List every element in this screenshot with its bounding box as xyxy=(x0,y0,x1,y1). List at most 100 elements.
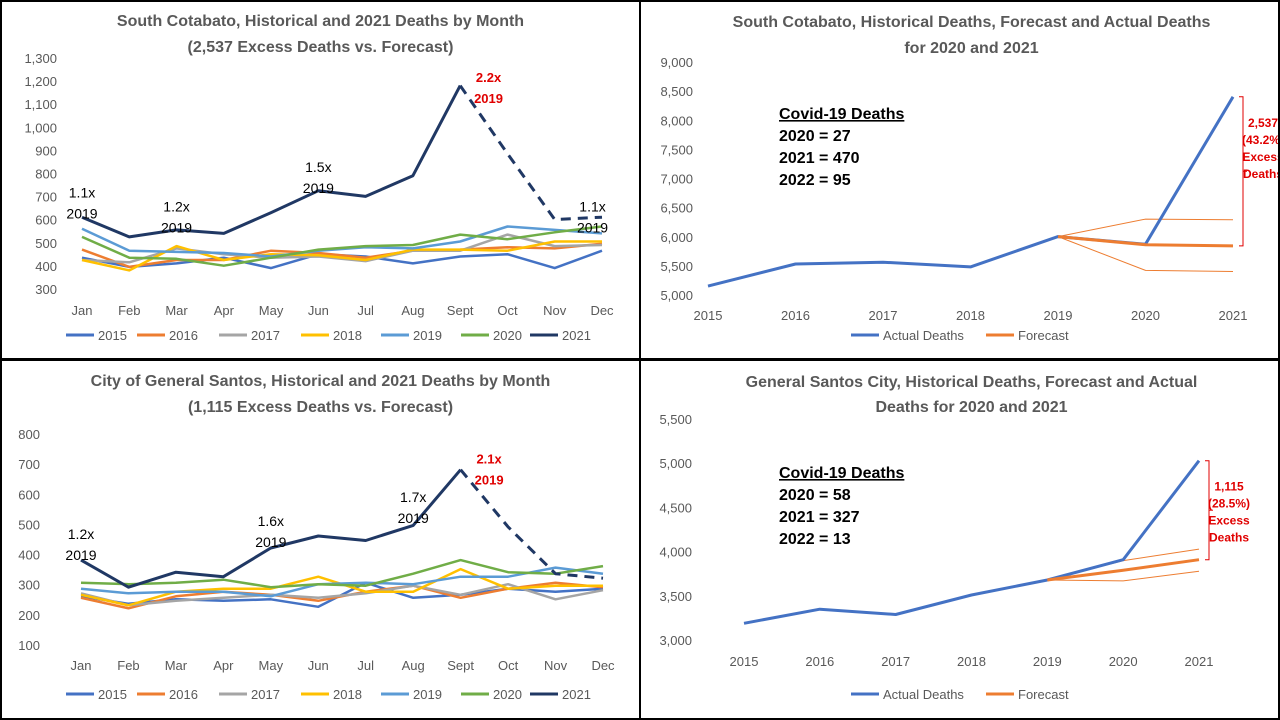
legend-label: 2017 xyxy=(251,328,280,343)
series-lines xyxy=(743,459,1201,625)
legend-label: 2015 xyxy=(98,328,127,343)
legend-label: 2020 xyxy=(493,328,522,343)
x-tick-label: 2018 xyxy=(956,308,985,323)
forecast-lower-bound xyxy=(1057,236,1234,272)
excess-deaths-label: (28.5%) xyxy=(1208,497,1250,511)
x-tick-label: 2020 xyxy=(1109,654,1138,669)
series-2017-line xyxy=(80,582,604,607)
legend-label: 2018 xyxy=(333,328,362,343)
y-tick-label: 700 xyxy=(35,190,57,205)
annotation-label: 2019 xyxy=(66,206,97,222)
chart-title-line-1: City of General Santos, Historical and 2… xyxy=(91,373,551,390)
annotation-label: 2019 xyxy=(303,180,334,196)
y-tick-label: 300 xyxy=(35,282,57,297)
y-tick-label: 3,000 xyxy=(659,633,692,648)
x-tick-label: Feb xyxy=(118,303,140,318)
y-tick-label: 600 xyxy=(18,487,40,502)
forecast-lower-bound xyxy=(1047,570,1200,582)
y-tick-label: 500 xyxy=(35,236,57,251)
chart-title-line-1: General Santos City, Historical Deaths, … xyxy=(746,374,1198,391)
covid-box-line: 2020 = 27 xyxy=(779,128,851,145)
x-tick-label: Aug xyxy=(401,303,424,318)
chart-title-line-2: Deaths for 2020 and 2021 xyxy=(875,399,1067,416)
covid-box-line: 2022 = 95 xyxy=(779,172,851,189)
legend-label: Forecast xyxy=(1018,687,1069,702)
chart-title-line-1: South Cotabato, Historical Deaths, Forec… xyxy=(733,14,1211,31)
x-tick-label: May xyxy=(259,658,284,673)
series-2018-line xyxy=(81,240,602,272)
x-tick-label: 2019 xyxy=(1033,654,1062,669)
panel-general-santos-monthly: City of General Santos, Historical and 2… xyxy=(2,361,639,718)
y-tick-label: 5,500 xyxy=(660,259,693,274)
annotation-label: 1.1x xyxy=(579,198,605,214)
annotation-label: 2.2x xyxy=(476,70,502,85)
chart-south-cotabato-annual: South Cotabato, Historical Deaths, Forec… xyxy=(660,14,1278,343)
legend-label: Actual Deaths xyxy=(883,328,964,343)
y-tick-label: 1,300 xyxy=(24,51,57,66)
annotation-label: 1.2x xyxy=(68,526,94,542)
x-tick-label: Jan xyxy=(72,303,93,318)
legend-label: Forecast xyxy=(1018,328,1069,343)
x-tick-label: Apr xyxy=(214,303,235,318)
y-axis: 3,000 3,500 4,000 4,500 5,000 5,500 xyxy=(659,412,692,648)
x-tick-label: Oct xyxy=(497,303,518,318)
covid-box-title: Covid-19 Deaths xyxy=(779,106,904,123)
legend: Actual Deaths Forecast xyxy=(851,328,1069,343)
series-2021-dashed-line xyxy=(458,84,603,221)
covid-box-line: 2022 = 13 xyxy=(779,531,851,548)
excess-deaths-label: Excess xyxy=(1208,514,1250,528)
x-tick-label: 2019 xyxy=(1044,308,1073,323)
annotation-label: 1.6x xyxy=(258,513,284,529)
x-tick-label: 2016 xyxy=(781,308,810,323)
legend-label: 2019 xyxy=(413,328,442,343)
legend-label: 2016 xyxy=(169,328,198,343)
covid-deaths-box: Covid-19 Deaths 2020 = 58 2021 = 327 2022 =… xyxy=(779,465,904,548)
series-2021-dashed-line xyxy=(459,468,604,580)
y-tick-label: 5,500 xyxy=(659,412,692,427)
x-tick-label: Sept xyxy=(447,303,474,318)
y-tick-label: 3,500 xyxy=(659,589,692,604)
annotation-label: 2019 xyxy=(475,473,504,488)
legend: 2015 2016 2017 2018 2019 2020 2021 xyxy=(66,687,591,702)
annotation-label: 2.1x xyxy=(476,452,502,467)
x-tick-label: 2017 xyxy=(869,308,898,323)
y-tick-label: 6,500 xyxy=(660,201,693,216)
excess-deaths-label: Deaths xyxy=(1243,167,1278,181)
annotation-label: 2019 xyxy=(577,219,608,235)
y-tick-label: 800 xyxy=(18,427,40,442)
legend: Actual Deaths Forecast xyxy=(851,687,1069,702)
x-tick-label: Feb xyxy=(117,658,139,673)
chart-south-cotabato-monthly: South Cotabato, Historical and 2021 Deat… xyxy=(24,13,614,343)
y-axis: 100 200 300 400 500 600 700 800 xyxy=(18,427,40,653)
x-tick-label: Jan xyxy=(71,658,92,673)
series-lines xyxy=(81,84,603,272)
annotation-label: 1.5x xyxy=(305,159,331,175)
excess-deaths-label: Deaths xyxy=(1209,531,1249,545)
legend-label: Actual Deaths xyxy=(883,687,964,702)
chart-title-line-1: South Cotabato, Historical and 2021 Deat… xyxy=(117,13,524,30)
series-forecast-line xyxy=(1047,558,1200,582)
x-axis: 2015 2016 2017 2018 2019 2020 2021 xyxy=(730,654,1214,669)
y-tick-label: 5,000 xyxy=(659,456,692,471)
chart-title-line-2: (1,115 Excess Deaths vs. Forecast) xyxy=(188,399,453,416)
annotation-label: 2019 xyxy=(255,534,286,550)
panel-south-cotabato-annual: South Cotabato, Historical Deaths, Forec… xyxy=(641,2,1278,358)
x-tick-label: Dec xyxy=(590,303,614,318)
series-2020-line xyxy=(81,225,603,267)
excess-bracket: 1,115 (28.5%) Excess Deaths xyxy=(1205,460,1250,561)
y-tick-label: 500 xyxy=(18,517,40,532)
x-tick-label: Jun xyxy=(308,303,329,318)
y-tick-label: 8,500 xyxy=(660,84,693,99)
legend-label: 2021 xyxy=(562,687,591,702)
y-tick-label: 8,000 xyxy=(660,113,693,128)
x-tick-label: Jul xyxy=(357,658,374,673)
series-2019-line xyxy=(80,566,604,598)
y-axis: 300 400 500 600 700 800 900 1,000 1,100 1,200 1,30… xyxy=(24,51,57,297)
covid-box-line: 2020 = 58 xyxy=(779,487,851,504)
x-tick-label: 2018 xyxy=(957,654,986,669)
series-lines xyxy=(707,96,1235,288)
legend-label: 2016 xyxy=(169,687,198,702)
legend-label: 2019 xyxy=(413,687,442,702)
x-tick-label: 2015 xyxy=(694,308,723,323)
chart-title-line-2: for 2020 and 2021 xyxy=(904,40,1038,57)
